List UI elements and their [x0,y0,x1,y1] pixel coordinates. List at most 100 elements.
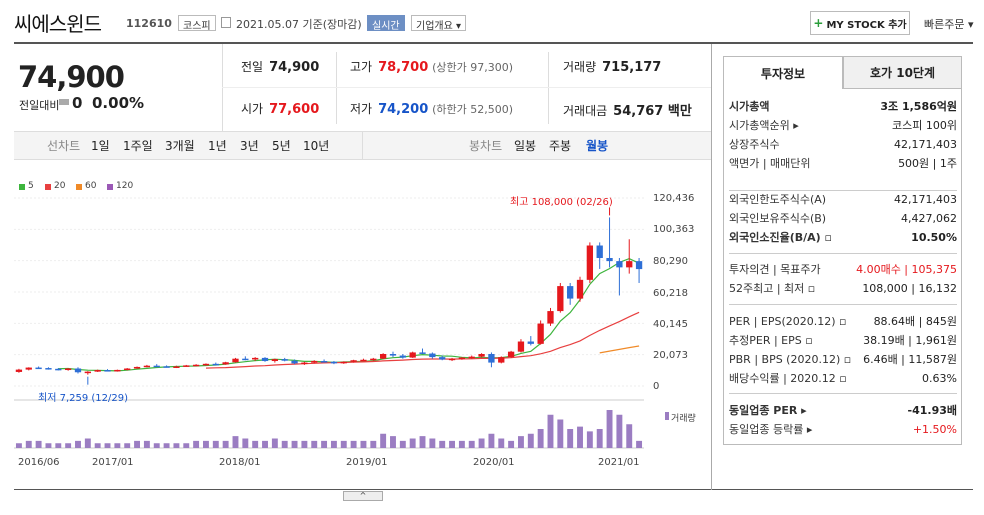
volume: 거래량 715,177 [563,60,662,75]
info-label: 52주최고 | 최저 ▫ [729,282,816,295]
market-badge: 코스피 [178,15,216,32]
info-label: 시가총액 [729,100,770,113]
period-5y[interactable]: 5년 [272,139,291,153]
candle-body [370,358,377,361]
price-chart[interactable] [14,190,654,455]
volume-bar [498,438,505,448]
info-separator [729,304,957,305]
volume-bar [547,414,554,448]
candle-body [311,361,318,363]
candle-body [84,371,91,374]
line-chart-label: 선차트 [47,139,81,153]
x-tick: 2016/06 [18,457,60,468]
volume-bar [330,440,337,448]
period-1w[interactable]: 1주일 [123,139,153,153]
divider [222,87,712,88]
volume-bar [35,440,42,448]
info-value: 38.19배 | 1,961원 [863,334,957,347]
panel-bottom-divider [711,489,973,490]
candle-body [232,358,239,363]
volume-bar [586,431,593,448]
ma120-swatch [107,184,113,190]
volume-bar [370,440,377,448]
candle-body [15,369,23,372]
company-overview-dropdown[interactable]: 기업개요 ▾ [411,15,466,32]
period-1d[interactable]: 1일 [91,139,110,153]
volume-bar [104,443,111,448]
info-label: 상장주식수 [729,138,780,151]
y-tick: 80,290 [653,256,688,267]
ma20-legend: 20 [54,181,66,191]
volume-bar [25,440,32,448]
volume-bar [242,438,249,448]
tab-orderbook[interactable]: 호가 10단계 [843,56,962,89]
candle-body [94,370,101,372]
candle-body [271,359,279,362]
y-tick: 40,145 [653,319,688,330]
info-value: 42,171,403 [894,192,957,206]
plus-icon: + [813,16,824,30]
candle-monthly[interactable]: 월봉 [586,139,609,153]
volume-bar [173,443,180,448]
volume-bar [419,436,426,448]
period-1y[interactable]: 1년 [208,139,227,153]
collapse-chart-button[interactable]: ^ [343,491,383,501]
info-label: 외국인한도주식수(A) [729,193,827,206]
candle-body [557,286,564,312]
info-row: 동일업종 등락률 ▸ +1.50% [729,421,957,437]
volume-bar [478,438,485,448]
info-value: 6.46배 | 11,587원 [863,353,957,366]
volume-bar [45,443,52,448]
realtime-button[interactable]: 실시간 [367,15,405,32]
ma60-line [599,345,640,354]
trade-amount: 거래대금 54,767 백만 [563,104,692,119]
candle-body [252,357,259,360]
volume-bar [557,419,564,448]
candle-body [517,341,525,352]
calendar-icon [221,17,231,28]
info-row: 외국인한도주식수(A) 42,171,403 [729,191,957,207]
candle-body [222,362,229,365]
info-label: 추정PER | EPS ▫ [729,334,813,347]
candle-body [55,368,62,371]
candle-weekly[interactable]: 주봉 [549,139,572,153]
volume-bar [281,440,288,448]
high-price: 고가 78,700 (상한가 97,300) [350,60,514,75]
info-label: 동일업종 PER ▸ [729,404,807,417]
candle-body [537,323,544,344]
volume-bar [449,440,455,448]
candle-body [242,358,249,361]
info-row: 외국인보유주식수(B) 4,427,062 [729,210,957,226]
candle-body [547,311,554,324]
info-row: 외국인소진율(B/A) ▫ 10.50% [729,229,957,245]
info-label: 투자의견 | 목표주가 [729,263,821,276]
my-stock-button[interactable]: + MY STOCK 추가 [810,11,910,35]
period-10y[interactable]: 10년 [303,139,330,153]
info-label: PER | EPS(2020.12) ▫ [729,314,847,328]
candle-body [360,359,367,362]
divider [548,52,549,124]
min-annotation: 최저 7,259 (12/29) [38,393,129,404]
info-value: 3조 1,586억원 [880,100,957,113]
volume-bar [606,410,613,448]
volume-bar [488,433,495,448]
ma20-swatch [45,184,51,190]
quick-order-button[interactable]: 빠른주문 ▾ [924,18,974,31]
candle-body [291,360,298,364]
tab-investment-info[interactable]: 투자정보 [723,56,843,89]
candle-chart-label: 봉차트 [469,139,503,153]
candle-body [439,357,446,360]
volume-swatch [665,412,669,420]
volume-bar [429,438,436,448]
candle-daily[interactable]: 일봉 [514,139,537,153]
candle-body [320,361,328,363]
volume-bar [311,440,318,448]
candle-body [576,279,584,299]
y-tick: 60,218 [653,288,688,299]
period-3m[interactable]: 3개월 [165,139,195,153]
info-row: PER | EPS(2020.12) ▫ 88.64배 | 845원 [729,313,957,329]
candle-body [596,245,603,258]
candle-body [429,353,436,358]
candle-body [448,358,456,361]
period-3y[interactable]: 3년 [240,139,259,153]
